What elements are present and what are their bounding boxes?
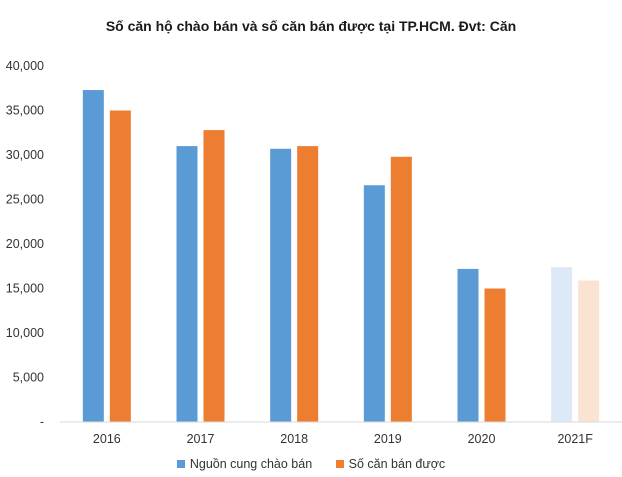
bar-sold-2018 [297, 146, 319, 422]
bar-sold-2021F [578, 280, 600, 422]
x-tick-label: 2018 [280, 432, 308, 446]
y-tick-label: 20,000 [6, 237, 44, 251]
y-tick-label: 10,000 [6, 326, 44, 340]
bar-supply-2019 [363, 185, 385, 422]
x-tick-label: 2017 [187, 432, 215, 446]
bar-supply-2020 [457, 268, 479, 422]
y-tick-label: 40,000 [6, 59, 44, 73]
bar-supply-2021F [551, 267, 573, 422]
x-tick-label: 2021F [557, 432, 593, 446]
bar-sold-2019 [390, 156, 412, 422]
x-tick-label: 2020 [468, 432, 496, 446]
chart-title: Số căn hộ chào bán và số căn bán được tạ… [105, 18, 517, 34]
y-axis: - 5,000 10,000 15,000 20,000 25,000 30,000 35,0… [6, 59, 44, 429]
legend-item-supply: Nguồn cung chào bán [176, 457, 313, 471]
legend-label-supply: Nguồn cung chào bán [189, 457, 313, 471]
legend-swatch-supply [176, 460, 185, 468]
y-tick-label: 30,000 [6, 148, 44, 162]
x-tick-label: 2016 [93, 432, 121, 446]
bar-sold-2017 [203, 130, 225, 422]
bar-group [82, 90, 600, 422]
legend-label-sold: Số căn bán được [348, 457, 446, 471]
y-tick-label: 25,000 [6, 193, 44, 207]
bar-sold-2016 [109, 110, 131, 422]
x-tick-label: 2019 [374, 432, 402, 446]
bar-supply-2016 [82, 90, 104, 422]
y-tick-label: 5,000 [13, 371, 44, 385]
y-tick-label: 35,000 [6, 104, 44, 118]
y-tick-label: - [40, 415, 44, 429]
x-axis: 2016 2017 2018 2019 2020 2021F [60, 421, 622, 446]
legend: Nguồn cung chào bán Số căn bán được [0, 457, 622, 471]
y-tick-label: 15,000 [6, 282, 44, 296]
bar-supply-2018 [270, 148, 292, 422]
bar-sold-2020 [484, 288, 506, 422]
bar-supply-2017 [176, 146, 198, 422]
legend-swatch-sold [335, 460, 344, 468]
legend-item-sold: Số căn bán được [335, 457, 446, 471]
